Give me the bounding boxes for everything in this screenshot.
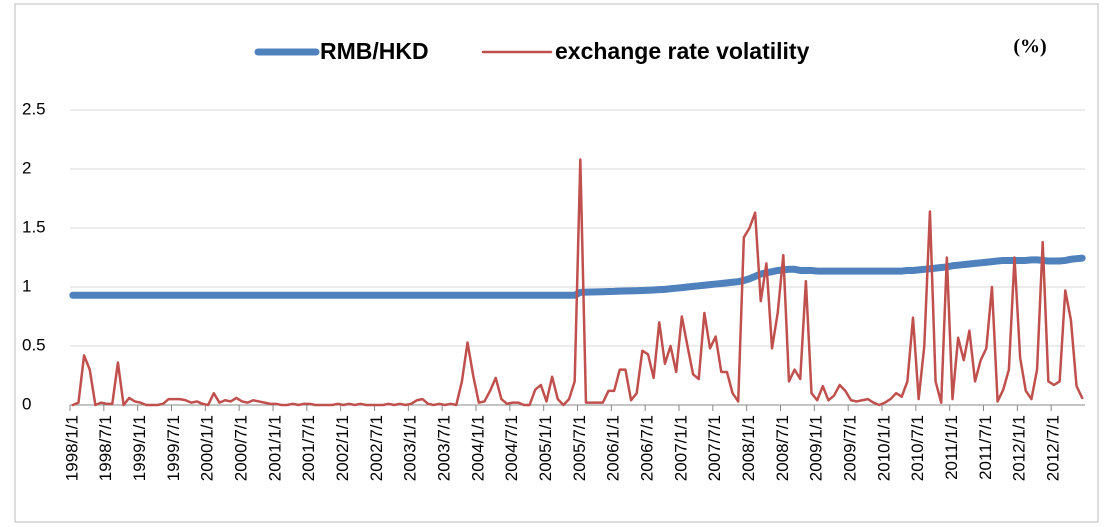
unit-label: (%) [1013, 36, 1046, 58]
x-tick-label: 2003/7/1 [434, 415, 453, 481]
x-tick-label: 2008/1/1 [739, 415, 758, 481]
legend-label: RMB/HKD [320, 38, 429, 64]
x-tick-label: 2010/1/1 [874, 415, 893, 481]
x-tick-label: 2000/1/1 [198, 415, 217, 481]
y-tick-label: 1 [22, 276, 31, 295]
x-tick-label: 1998/1/1 [62, 415, 81, 481]
x-tick-label: 2000/7/1 [231, 415, 250, 481]
y-tick-label: 2 [22, 158, 31, 177]
y-tick-label: 1.5 [22, 217, 46, 236]
series-line [71, 158, 1084, 407]
x-tick-label: 2004/7/1 [502, 415, 521, 481]
x-tick-label: 1998/7/1 [96, 415, 115, 481]
x-tick-label: 1999/1/1 [130, 415, 149, 481]
x-tick-label: 2012/7/1 [1043, 415, 1062, 481]
legend-label: exchange rate volatility [555, 38, 810, 64]
x-tick-label: 2001/1/1 [265, 415, 284, 481]
x-tick-label: 1999/7/1 [164, 415, 183, 481]
x-tick-label: 2009/1/1 [807, 415, 826, 481]
x-tick-label: 2011/1/1 [942, 415, 961, 480]
x-tick-label: 2005/1/1 [536, 415, 555, 481]
x-tick-label: 2004/1/1 [468, 415, 487, 481]
x-tick-label: 2001/7/1 [299, 415, 318, 481]
x-tick-label: 2010/7/1 [908, 415, 927, 481]
x-tick-label: 2012/1/1 [1010, 415, 1029, 481]
x-tick-label: 2011/7/1 [976, 415, 995, 480]
x-tick-label: 2003/1/1 [401, 415, 420, 481]
x-tick-label: 2005/7/1 [570, 415, 589, 481]
x-tick-label: 2002/7/1 [367, 415, 386, 481]
x-tick-label: 2002/1/1 [333, 415, 352, 481]
x-tick-label: 2006/7/1 [637, 415, 656, 481]
x-tick-label: 2008/7/1 [773, 415, 792, 481]
x-tick-label: 2007/7/1 [705, 415, 724, 481]
x-tick-label: 2007/1/1 [671, 415, 690, 481]
y-tick-label: 2.5 [22, 99, 46, 118]
y-tick-label: 0.5 [22, 335, 46, 354]
y-tick-label: 0 [22, 394, 31, 413]
x-tick-label: 2006/1/1 [604, 415, 623, 481]
chart-frame [14, 3, 1099, 523]
x-tick-label: 2009/7/1 [840, 415, 859, 481]
